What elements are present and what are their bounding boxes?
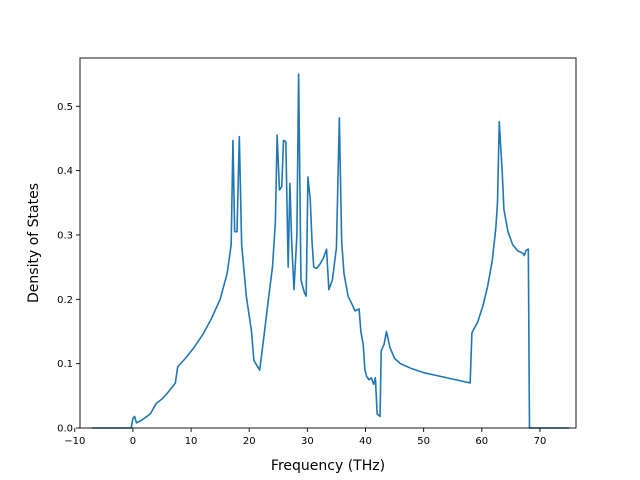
x-tick-label: −10 xyxy=(64,436,85,447)
data-layer xyxy=(91,73,570,429)
plot-area xyxy=(80,58,576,428)
y-tick-label: 0.3 xyxy=(57,230,73,241)
x-axis-ticks: −10 0 10 20 30 40 50 60 70 xyxy=(64,428,546,447)
y-tick-label: 0.1 xyxy=(57,359,73,370)
y-axis-label: Density of States xyxy=(26,183,42,303)
x-tick-label: 20 xyxy=(243,436,256,447)
x-tick-label: 0 xyxy=(130,436,136,447)
x-tick-label: 40 xyxy=(359,436,372,447)
x-tick-label: 60 xyxy=(475,436,488,447)
x-tick-label: 70 xyxy=(534,436,547,447)
x-tick-label: 10 xyxy=(185,436,198,447)
x-tick-label: 50 xyxy=(417,436,430,447)
y-tick-label: 0.0 xyxy=(57,424,73,435)
y-tick-label: 0.5 xyxy=(57,102,73,113)
y-axis-ticks: 0.0 0.1 0.2 0.3 0.4 0.5 xyxy=(57,102,80,435)
dos-series-line xyxy=(91,73,570,429)
x-axis-label: Frequency (THz) xyxy=(271,458,385,474)
axes-frame xyxy=(79,57,577,429)
y-tick-label: 0.4 xyxy=(57,166,73,177)
y-tick-label: 0.2 xyxy=(57,295,73,306)
x-tick-label: 30 xyxy=(301,436,314,447)
